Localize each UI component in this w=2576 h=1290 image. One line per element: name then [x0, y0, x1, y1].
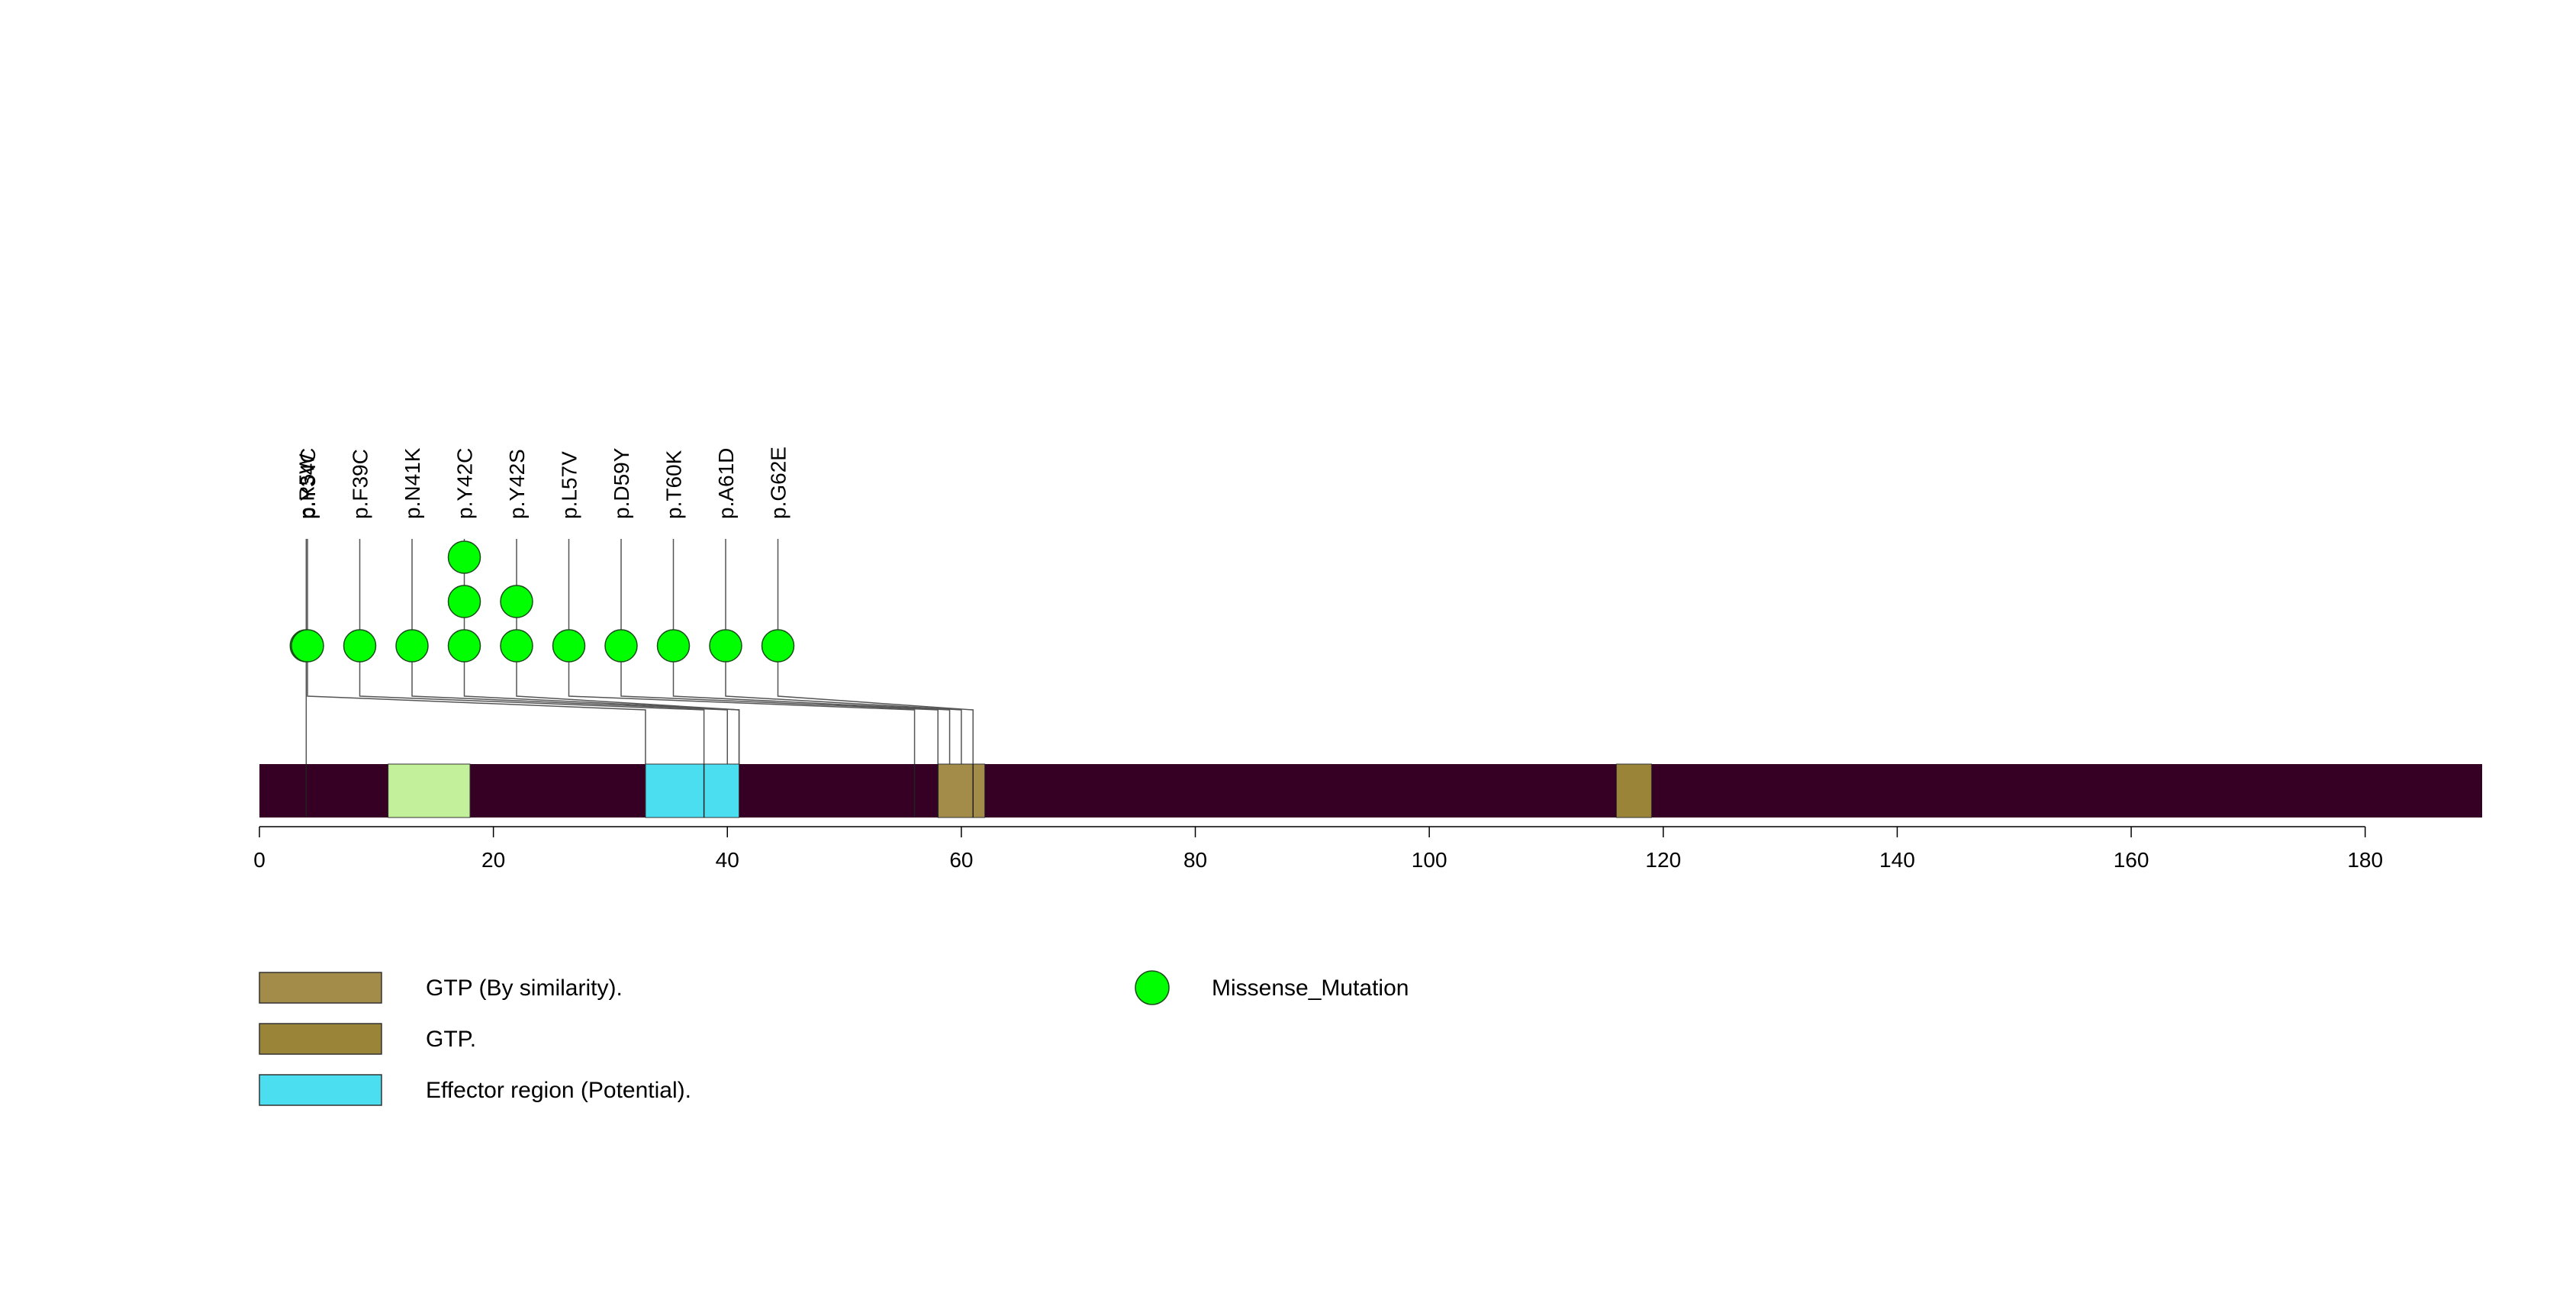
mutation-label: p.T60K	[662, 450, 686, 519]
mutation-point	[447, 585, 481, 618]
mutation-point	[343, 629, 377, 663]
protein-backbone	[259, 764, 2482, 818]
mutation-label: p.N41K	[401, 447, 424, 519]
mutation-label: p.R5W	[295, 453, 318, 519]
x-tick-label: 20	[481, 848, 505, 872]
x-tick-label: 160	[2114, 848, 2149, 872]
mutation-label: p.L57V	[558, 451, 581, 519]
x-tick-label: 40	[716, 848, 739, 872]
mutation-label: p.Y42C	[453, 448, 477, 519]
connector-p.D59Y	[620, 539, 939, 764]
mutation-label: p.Y34C	[296, 448, 320, 519]
mutation-point	[761, 629, 795, 663]
connector-p.F39C	[359, 539, 705, 764]
connector-p.Y34C	[307, 539, 646, 764]
x-axis: 0 20 40 60 80 100 120 140 160 180	[253, 826, 2383, 872]
mutation-point	[291, 629, 324, 663]
domain-1	[645, 763, 740, 818]
mutation-point	[447, 540, 481, 574]
mutation-label: p.Y42S	[505, 449, 529, 519]
x-tick-label: 0	[253, 848, 266, 872]
connector-p.N41K	[411, 539, 729, 764]
legend-swatch-1	[259, 1023, 382, 1055]
legend-label: Effector region (Potential).	[426, 1078, 691, 1103]
mutation-label: p.G62E	[767, 447, 791, 519]
x-tick-label: 180	[2347, 848, 2383, 872]
legend-point-label: Missense_Mutation	[1212, 976, 1409, 1001]
mutation-label: p.D59Y	[610, 447, 633, 519]
x-tick-label: 140	[1879, 848, 1915, 872]
mutation-point	[604, 629, 638, 663]
mutation-point	[500, 629, 533, 663]
mutation-label: p.F39C	[349, 449, 372, 519]
mutation-point	[500, 585, 533, 618]
connector-p.T60K	[672, 539, 951, 764]
connector-p.A61D	[725, 539, 962, 764]
domain-2	[937, 763, 986, 818]
x-tick-label: 60	[949, 848, 973, 872]
legend-swatch-2	[259, 1074, 382, 1106]
legend-label: GTP.	[426, 1027, 476, 1052]
domain-3	[1615, 763, 1652, 818]
legend-swatch-0	[259, 972, 382, 1004]
mutation-point	[395, 629, 429, 663]
legend-point-0	[1135, 970, 1170, 1005]
connector-p.G62E	[777, 539, 974, 764]
domain-0	[388, 763, 471, 818]
x-tick-label: 80	[1183, 848, 1207, 872]
mutation-point	[447, 629, 481, 663]
mutation-label: p.A61D	[714, 448, 738, 519]
mutation-point	[709, 629, 742, 663]
legend-label: GTP (By similarity).	[426, 976, 623, 1001]
legend: GTP (By similarity). GTP. Effector region …	[259, 970, 1409, 1106]
x-tick-label: 100	[1412, 848, 1447, 872]
x-tick-label: 120	[1645, 848, 1681, 872]
mutation-point	[656, 629, 691, 663]
protein-track	[259, 763, 2482, 818]
mutation-point	[552, 629, 586, 663]
connector-p.L57V	[568, 539, 916, 764]
